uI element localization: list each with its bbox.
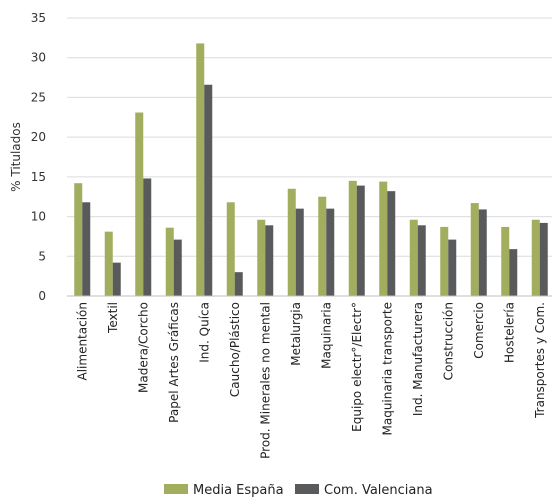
category-label: Caucho/Plástico	[228, 302, 242, 397]
category-label: Alimentación	[75, 302, 89, 381]
bar-media-espana	[440, 226, 449, 296]
category-label: Hostelería	[502, 302, 516, 363]
bar-com-valenciana	[173, 239, 182, 296]
category-label: Maquinaria	[319, 302, 333, 369]
bar-media-espana	[287, 188, 296, 296]
bar-com-valenciana	[478, 209, 487, 296]
legend-label: Com. Valenciana	[324, 483, 433, 498]
bar-com-valenciana	[265, 225, 274, 296]
bar-media-espana	[470, 203, 479, 296]
bar-com-valenciana	[356, 185, 365, 296]
bar-media-espana	[257, 219, 266, 296]
bar-media-espana	[531, 219, 540, 296]
bar-media-espana	[104, 231, 113, 296]
bar-media-espana	[348, 180, 357, 296]
y-tick-label: 20	[31, 130, 46, 144]
bar-media-espana	[379, 181, 388, 296]
bar-media-espana	[74, 183, 83, 296]
y-tick-label: 35	[31, 11, 46, 25]
y-axis-label: % Titulados	[9, 122, 23, 192]
category-label: Papel Artes Gráficas	[167, 302, 181, 423]
y-tick-label: 15	[31, 170, 46, 184]
y-axis-ticks: 0 5 10 15 20 25 30 35	[31, 11, 46, 303]
bar-com-valenciana	[539, 222, 548, 296]
bar-media-espana	[165, 227, 174, 296]
bar-com-valenciana	[82, 202, 91, 296]
bar-media-espana	[501, 226, 510, 296]
category-label: Transportes y Com.	[533, 302, 547, 419]
category-label: Madera/Corcho	[136, 302, 150, 393]
bars	[74, 43, 548, 297]
y-tick-label: 30	[31, 51, 46, 65]
bar-com-valenciana	[326, 208, 335, 296]
bar-com-valenciana	[295, 208, 304, 296]
category-label: Textil	[106, 302, 120, 334]
legend-swatch	[295, 484, 319, 494]
category-label: Ind. Quíca	[197, 302, 211, 363]
category-labels: Alimentación Textil Madera/Corcho Papel Art…	[75, 302, 547, 459]
y-tick-label: 25	[31, 90, 46, 104]
bar-com-valenciana	[417, 225, 426, 296]
category-label: Maquinaria transporte	[380, 302, 394, 436]
bar-media-espana	[318, 196, 327, 296]
y-tick-label: 10	[31, 210, 46, 224]
category-label: Ind. Manufacturera	[411, 302, 425, 416]
y-tick-label: 5	[38, 249, 46, 263]
category-label: Prod. Minerales no mental	[258, 302, 272, 459]
bar-media-espana	[409, 219, 418, 296]
bar-com-valenciana	[112, 262, 121, 296]
legend: Media España Com. Valenciana	[164, 483, 433, 498]
category-label: Equipo electr°/Electr°	[350, 302, 364, 432]
legend-swatch	[164, 484, 188, 494]
category-label: Construcción	[441, 302, 455, 380]
legend-label: Media España	[193, 483, 284, 498]
bar-media-espana	[135, 112, 144, 297]
bar-com-valenciana	[143, 178, 152, 296]
bar-com-valenciana	[234, 272, 243, 296]
category-label: Comercio	[472, 302, 486, 359]
y-tick-label: 0	[38, 289, 46, 303]
category-label: Metalurgia	[289, 302, 303, 366]
bar-com-valenciana	[204, 84, 213, 296]
bar-com-valenciana	[509, 249, 518, 296]
bar-com-valenciana	[387, 191, 396, 296]
bar-media-espana	[226, 202, 235, 296]
bar-com-valenciana	[448, 239, 457, 296]
bar-media-espana	[196, 43, 205, 296]
